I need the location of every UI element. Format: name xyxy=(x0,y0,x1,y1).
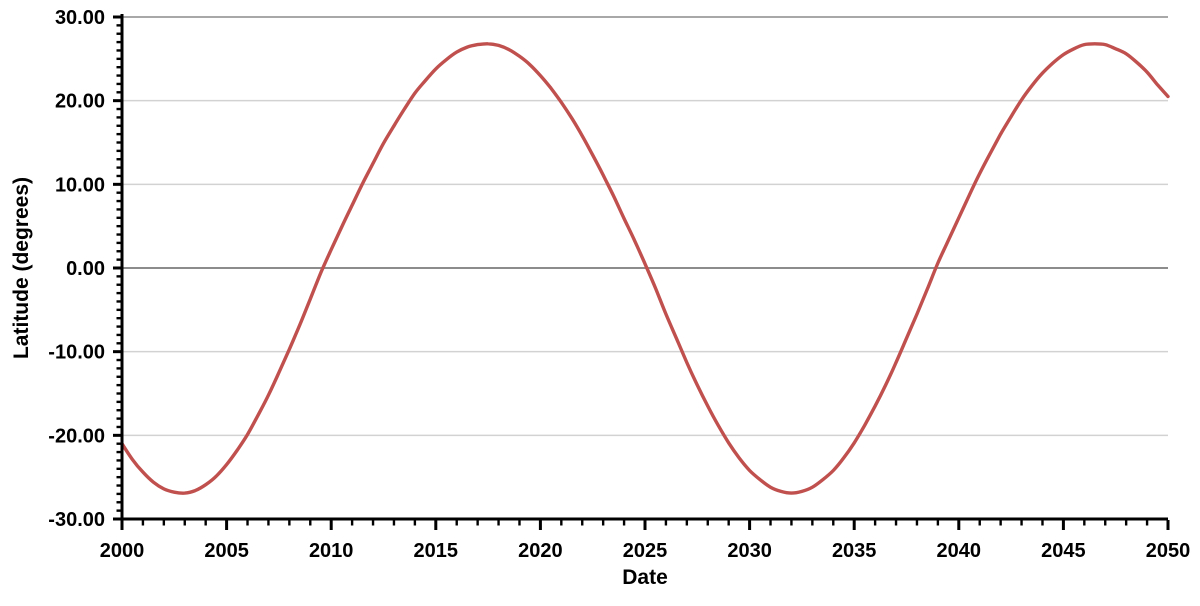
x-tick-label: 2050 xyxy=(1146,540,1191,562)
data-series-line xyxy=(120,42,1170,495)
x-tick-label: 2035 xyxy=(832,540,877,562)
x-tick-label: 2015 xyxy=(414,540,459,562)
y-tick-label: 10.00 xyxy=(55,174,105,196)
x-tick-label: 2030 xyxy=(727,540,772,562)
x-tick-label: 2040 xyxy=(937,540,982,562)
y-axis-title: Latitude (degrees) xyxy=(10,177,33,359)
y-tick-label: 0.00 xyxy=(66,258,105,280)
y-tick-label: -10.00 xyxy=(48,342,105,364)
y-tick-label: -30.00 xyxy=(48,509,105,531)
x-tick-label: 2045 xyxy=(1041,540,1086,562)
x-axis-title: Date xyxy=(622,566,668,589)
axes xyxy=(120,14,1168,521)
x-tick-label: 2010 xyxy=(309,540,354,562)
x-tick-label: 2000 xyxy=(100,540,145,562)
axis-ticks xyxy=(113,15,1170,530)
y-tick-label: 20.00 xyxy=(55,91,105,113)
axis-tick-labels: 30.00 20.00 10.00 0.00 -10.00 -20.00 -30.00 200… xyxy=(48,7,1190,562)
x-tick-label: 2005 xyxy=(204,540,249,562)
y-tick-label: 30.00 xyxy=(55,7,105,29)
x-tick-label: 2020 xyxy=(518,540,563,562)
y-tick-label: -20.00 xyxy=(48,425,105,447)
x-tick-label: 2025 xyxy=(623,540,668,562)
